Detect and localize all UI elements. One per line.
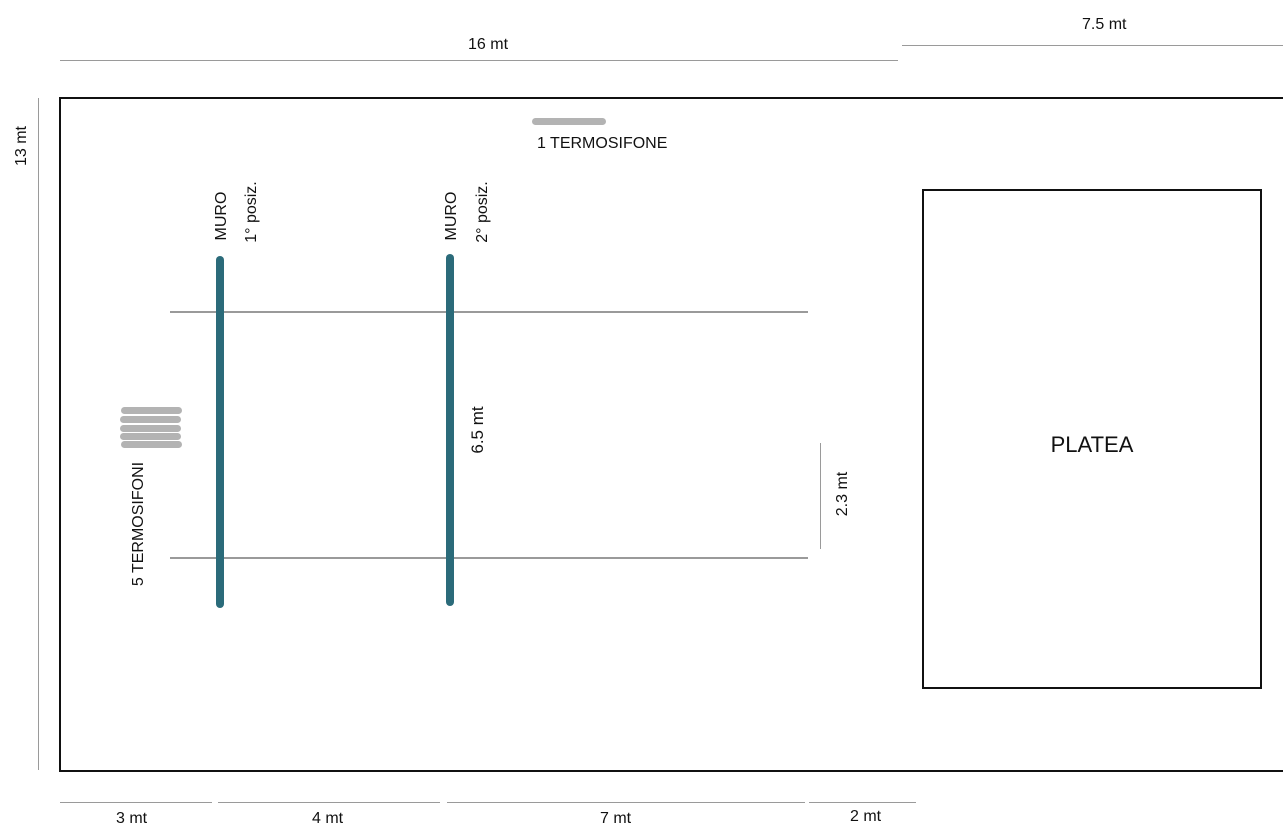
radiator-group-icon-1 — [121, 407, 182, 414]
hall-outline — [59, 97, 1283, 772]
wall-length-label: 6.5 mt — [468, 406, 487, 454]
dimension-label-total-width: 16 mt — [468, 36, 509, 53]
dimension-line-platea-depth — [902, 45, 1283, 46]
radiator-icon — [532, 118, 606, 125]
dimension-label-segment-2: 4 mt — [312, 810, 344, 827]
dimension-label-hall-depth: 13 mt — [13, 126, 30, 167]
radiator-group-icon-5 — [121, 441, 182, 448]
radiator-single-label: 1 TERMOSIFONE — [537, 135, 668, 152]
radiator-group-icon-4 — [120, 433, 181, 440]
dimension-line-gap — [820, 443, 821, 549]
wall-position-2 — [446, 254, 454, 606]
wall-2-label: MURO — [443, 191, 460, 241]
radiator-group-label: 5 TERMOSIFONI — [130, 461, 147, 587]
wall-2-position-label: 2° posiz. — [474, 181, 491, 243]
platea-label: PLATEA — [1050, 432, 1134, 457]
wall-position-1 — [216, 256, 224, 608]
dimension-line-segment-4 — [809, 802, 916, 803]
radiator-group-icon-2 — [120, 416, 181, 423]
dimension-line-segment-1 — [60, 802, 212, 803]
dimension-label-segment-4: 2 mt — [850, 808, 882, 825]
dimension-label-segment-3: 7 mt — [600, 810, 632, 827]
dimension-label-segment-1: 3 mt — [116, 810, 148, 827]
guide-line-top — [170, 311, 808, 313]
dimension-label-platea-depth: 7.5 mt — [1082, 16, 1127, 33]
dimension-label-gap: 2.3 mt — [834, 471, 851, 517]
guide-line-bottom — [170, 557, 808, 559]
wall-1-position-label: 1° posiz. — [243, 181, 260, 243]
dimension-line-total-width — [60, 60, 898, 61]
platea-area: PLATEA — [922, 189, 1262, 689]
radiator-group-icon-3 — [120, 425, 181, 432]
dimension-line-hall-depth — [38, 98, 39, 770]
wall-1-label: MURO — [213, 191, 230, 241]
dimension-line-segment-2 — [218, 802, 440, 803]
dimension-line-segment-3 — [447, 802, 805, 803]
